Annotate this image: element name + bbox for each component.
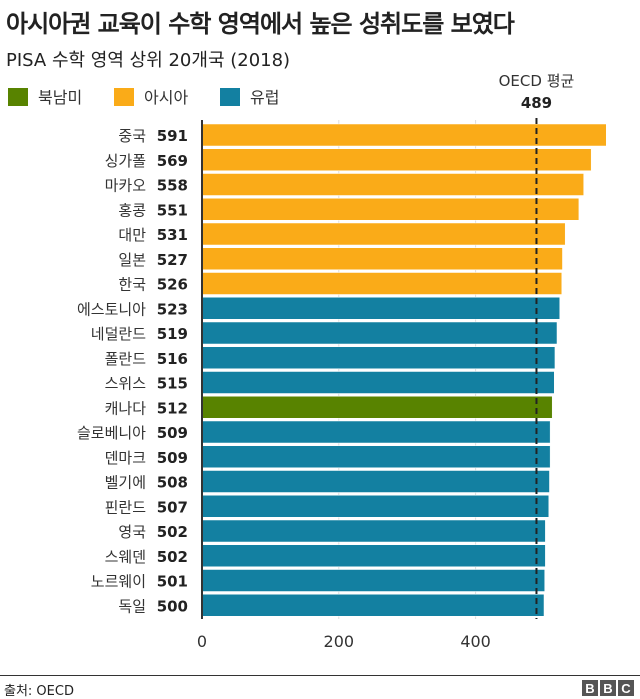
category-label: 마카오 [105, 177, 147, 195]
bar [201, 346, 556, 369]
bar [201, 123, 607, 147]
category-label: 스위스 [105, 375, 147, 393]
category-label: 핀란드 [105, 498, 147, 516]
category-label: 스웨덴 [105, 548, 146, 566]
category-label: 한국 [118, 276, 146, 294]
value-label: 527 [157, 251, 188, 269]
category-label: 대만 [118, 226, 146, 244]
value-label: 526 [157, 276, 188, 294]
category-label: 일본 [118, 251, 146, 269]
value-label: 551 [157, 201, 188, 219]
bar [201, 198, 580, 221]
value-label: 509 [157, 449, 188, 467]
value-label: 502 [157, 548, 188, 566]
value-label: 509 [157, 424, 188, 442]
footer-divider [0, 675, 640, 676]
chart-subtitle: PISA 수학 영역 상위 20개국 (2018) [6, 50, 291, 71]
category-label: 캐나다 [105, 399, 147, 417]
legend-swatch [220, 88, 240, 106]
value-label: 569 [157, 152, 188, 170]
value-label: 507 [157, 498, 188, 516]
value-label: 531 [157, 226, 188, 244]
value-label: 508 [157, 474, 188, 492]
legend-label: 유럽 [250, 88, 279, 107]
bbc-logo-letter: B [600, 680, 616, 696]
x-tick-label: 0 [197, 632, 207, 651]
bar [201, 470, 550, 493]
value-label: 591 [157, 127, 188, 145]
bar [201, 396, 553, 419]
value-label: 512 [157, 399, 188, 417]
value-label: 501 [157, 573, 188, 591]
legend-swatch [8, 88, 28, 106]
bar [201, 247, 563, 270]
category-label: 폴란드 [105, 350, 147, 368]
oecd-average-label: OECD 평균 [499, 72, 575, 90]
category-label: 벨기에 [105, 474, 146, 492]
category-label: 덴마크 [105, 449, 146, 467]
bar [201, 569, 545, 592]
category-label: 독일 [118, 597, 146, 615]
legend-label: 북남미 [38, 88, 82, 107]
value-label: 500 [157, 597, 188, 615]
bbc-logo-letter: C [618, 680, 634, 696]
category-label: 싱가폴 [105, 152, 146, 170]
category-label: 에스토니아 [77, 300, 146, 318]
bar [201, 148, 592, 171]
bar [201, 297, 560, 320]
category-label: 홍콩 [118, 201, 146, 219]
bbc-logo: B B C [582, 680, 634, 696]
value-label: 558 [157, 177, 188, 195]
category-label: 슬로베니아 [77, 424, 146, 442]
value-label: 502 [157, 523, 188, 541]
bar [201, 222, 566, 246]
bar [201, 495, 550, 518]
legend-swatch [114, 88, 134, 106]
x-tick-label: 400 [460, 632, 491, 651]
value-label: 519 [157, 325, 188, 343]
legend-label: 아시아 [144, 88, 188, 107]
bar [201, 544, 546, 567]
bbc-logo-letter: B [582, 680, 598, 696]
value-label: 516 [157, 350, 188, 368]
category-label: 중국 [118, 127, 146, 145]
bar [201, 420, 551, 444]
oecd-average-value: 489 [521, 94, 552, 112]
category-label: 노르웨이 [91, 573, 146, 591]
bar [201, 272, 563, 295]
source-note: 출처: OECD [4, 684, 74, 699]
category-label: 네덜란드 [91, 325, 146, 343]
value-label: 515 [157, 375, 188, 393]
bar [201, 321, 558, 345]
category-label: 영국 [118, 523, 146, 541]
bar [201, 594, 545, 617]
value-label: 523 [157, 300, 188, 318]
bar [201, 445, 551, 468]
bar [201, 519, 546, 543]
chart-title: 아시아권 교육이 수학 영역에서 높은 성취도를 보였다 [6, 10, 515, 38]
x-tick-label: 200 [324, 632, 355, 651]
bar [201, 371, 555, 394]
bar [201, 173, 584, 196]
